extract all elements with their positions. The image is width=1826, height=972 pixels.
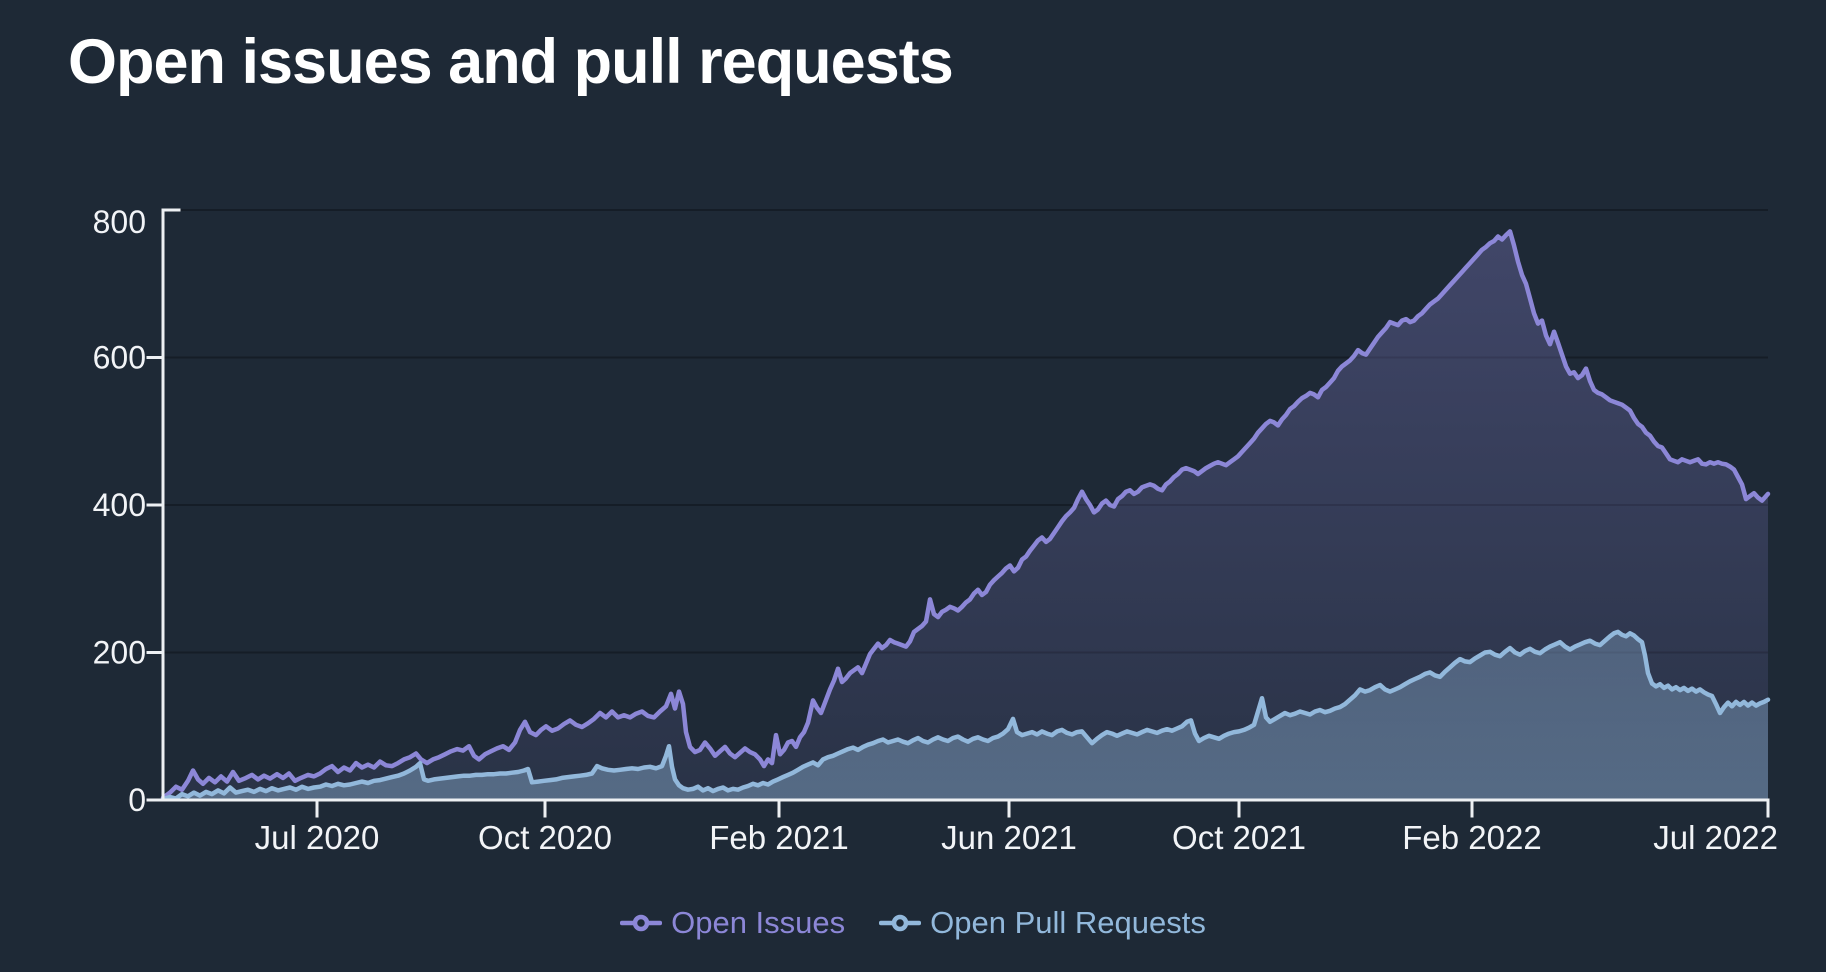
x-tick-label: Jun 2021 bbox=[941, 819, 1077, 856]
legend-marker-icon bbox=[620, 914, 663, 932]
legend-item-open-pull-requests[interactable]: Open Pull Requests bbox=[879, 905, 1206, 941]
area-fill-0 bbox=[163, 231, 1768, 800]
y-tick-label-400: 400 bbox=[93, 487, 146, 523]
x-tick-label: Jul 2022 bbox=[1653, 819, 1778, 856]
x-tick-label: Oct 2020 bbox=[478, 819, 612, 856]
chart-legend: Open Issues Open Pull Requests bbox=[0, 901, 1826, 945]
y-tick-label-200: 200 bbox=[93, 635, 146, 671]
y-tick-label-600: 600 bbox=[93, 340, 146, 376]
x-tick-label: Jul 2020 bbox=[255, 819, 380, 856]
x-tick-label: Feb 2022 bbox=[1402, 819, 1541, 856]
x-tick-label: Feb 2021 bbox=[709, 819, 848, 856]
y-tick-label-800: 800 bbox=[93, 204, 146, 240]
legend-item-open-issues[interactable]: Open Issues bbox=[620, 905, 845, 941]
x-tick-label: Oct 2021 bbox=[1172, 819, 1306, 856]
legend-label: Open Issues bbox=[671, 905, 846, 940]
series-line-0 bbox=[160, 229, 1771, 801]
legend-label: Open Pull Requests bbox=[930, 905, 1206, 940]
chart-title: Open issues and pull requests bbox=[68, 27, 954, 97]
y-tick-label-0: 0 bbox=[128, 782, 146, 818]
legend-marker-icon bbox=[879, 914, 922, 932]
series-line-1 bbox=[160, 629, 1771, 802]
area-fill-1 bbox=[163, 631, 1768, 800]
